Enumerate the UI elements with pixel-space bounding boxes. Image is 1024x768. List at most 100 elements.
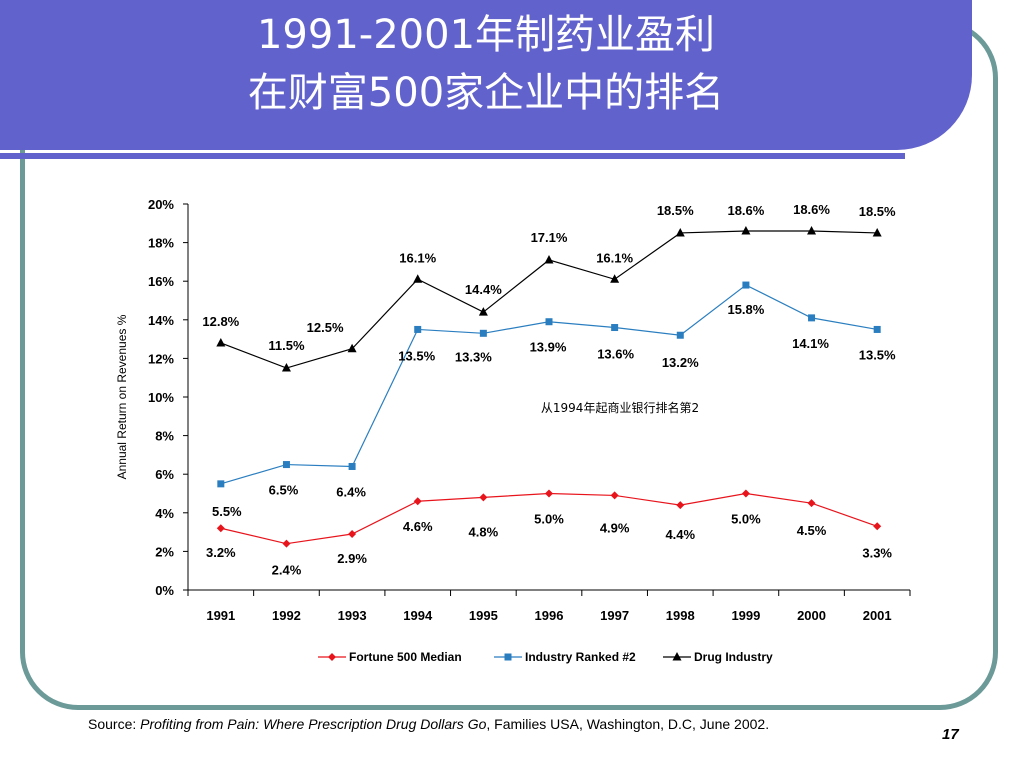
data-point	[545, 318, 553, 326]
data-label: 14.4%	[465, 282, 502, 297]
legend-marker	[504, 653, 512, 661]
y-tick-label: 18%	[148, 236, 174, 251]
data-point	[479, 493, 488, 502]
source-title: Profiting from Pain: Where Prescription …	[140, 716, 487, 732]
data-label: 12.5%	[307, 320, 344, 335]
legend-marker	[672, 652, 682, 661]
x-tick-label: 1991	[206, 608, 235, 623]
data-label: 4.9%	[600, 520, 630, 535]
legend-label: Fortune 500 Median	[349, 650, 462, 664]
x-tick-label: 1996	[535, 608, 564, 623]
data-point	[348, 530, 357, 539]
data-point	[676, 331, 684, 339]
data-label: 4.5%	[797, 523, 827, 538]
data-point	[216, 337, 226, 347]
data-point	[611, 324, 619, 332]
data-point	[675, 227, 685, 237]
source-prefix: Source:	[88, 716, 141, 732]
data-label: 4.6%	[403, 519, 433, 534]
title-banner	[0, 0, 972, 150]
data-point	[478, 307, 488, 316]
data-point	[807, 499, 816, 508]
data-label: 13.9%	[530, 340, 567, 355]
data-point	[479, 329, 487, 337]
data-label: 4.8%	[469, 524, 499, 539]
data-label: 13.2%	[662, 355, 699, 370]
data-label: 18.5%	[657, 203, 694, 218]
data-point	[610, 274, 620, 283]
data-label: 11.5%	[268, 338, 305, 353]
data-label: 5.0%	[731, 512, 761, 527]
y-tick-label: 12%	[148, 351, 174, 366]
data-label: 5.0%	[534, 512, 564, 527]
data-point	[545, 489, 553, 498]
data-label: 13.3%	[455, 349, 492, 364]
data-label: 3.2%	[206, 545, 236, 560]
data-label: 13.5%	[859, 347, 896, 362]
legend-label: Drug Industry	[694, 650, 773, 664]
data-label: 14.1%	[792, 336, 829, 351]
data-label: 3.3%	[862, 545, 892, 560]
data-point	[413, 497, 422, 506]
series-line	[220, 284, 878, 485]
page-number: 17	[942, 726, 959, 743]
data-label: 2.9%	[337, 551, 367, 566]
data-point	[807, 226, 817, 235]
y-tick-label: 20%	[148, 197, 174, 212]
data-point	[676, 501, 685, 510]
x-tick-label: 1997	[600, 608, 629, 623]
title-line-2: 在财富500家企业中的排名	[247, 70, 725, 116]
data-point	[742, 281, 750, 289]
data-label: 16.1%	[399, 250, 436, 265]
title-underline	[0, 153, 905, 159]
y-tick-label: 4%	[155, 506, 174, 521]
y-tick-label: 16%	[148, 274, 174, 289]
x-tick-label: 1994	[403, 608, 433, 623]
data-point	[873, 522, 882, 531]
data-point	[413, 274, 423, 283]
data-label: 18.5%	[859, 204, 896, 219]
data-label: 13.5%	[398, 348, 435, 363]
data-label: 12.8%	[202, 314, 239, 329]
data-point	[741, 226, 751, 235]
title-line-1: 1991-2001年制药业盈利	[256, 12, 716, 58]
data-label: 17.1%	[531, 230, 568, 245]
x-tick-label: 1999	[731, 608, 760, 623]
y-tick-label: 8%	[155, 429, 174, 444]
data-point	[544, 254, 554, 264]
x-tick-label: 1992	[272, 608, 301, 623]
y-tick-label: 2%	[155, 544, 174, 559]
y-tick-label: 10%	[148, 390, 174, 405]
source-citation: Source: Profiting from Pain: Where Presc…	[88, 716, 769, 732]
data-point	[808, 314, 816, 322]
data-label: 4.4%	[665, 527, 695, 542]
data-label: 15.8%	[727, 302, 764, 317]
data-label: 2.4%	[272, 563, 302, 578]
slide-title: 1991-2001年制药业盈利 在财富500家企业中的排名	[0, 6, 972, 122]
legend-label: Industry Ranked #2	[525, 650, 636, 664]
data-point	[872, 227, 882, 237]
y-tick-label: 0%	[155, 583, 174, 598]
data-label: 6.4%	[336, 484, 366, 499]
data-point	[217, 480, 225, 488]
x-tick-label: 1993	[338, 608, 367, 623]
data-point	[348, 462, 356, 470]
data-label: 18.6%	[727, 203, 764, 218]
y-tick-label: 6%	[155, 467, 174, 482]
data-point	[873, 325, 881, 333]
data-label: 13.6%	[597, 347, 634, 362]
data-point	[610, 491, 619, 500]
chart-annotation: 从1994年起商业银行排名第2	[541, 400, 699, 415]
y-axis-title: Annual Return on Revenues %	[115, 314, 129, 479]
data-label: 18.6%	[793, 202, 830, 217]
data-point	[282, 461, 290, 469]
source-suffix: , Families USA, Washington, D.C, June 20…	[486, 716, 770, 732]
data-label: 16.1%	[596, 250, 633, 265]
data-point	[281, 363, 291, 372]
data-label: 5.5%	[212, 504, 242, 519]
data-point	[741, 489, 750, 498]
data-label: 6.5%	[269, 483, 299, 498]
data-point	[216, 524, 225, 533]
data-point	[347, 343, 357, 353]
x-tick-label: 1998	[666, 608, 695, 623]
